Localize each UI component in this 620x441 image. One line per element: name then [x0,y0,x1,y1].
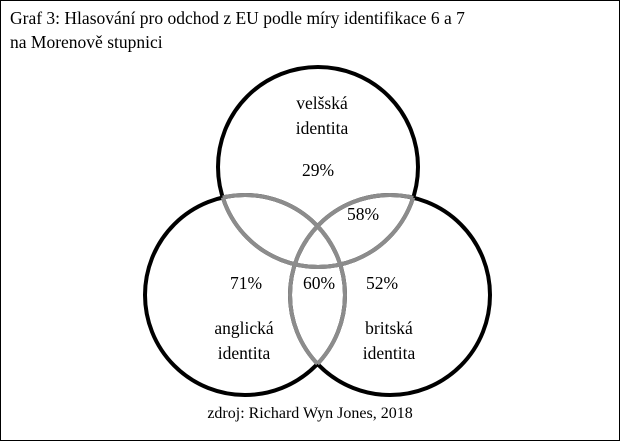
source-caption: zdroj: Richard Wyn Jones, 2018 [207,405,413,422]
british-label-line-1: britská [365,318,413,338]
overlap-outline-arcs [216,193,420,395]
british-arc-inside-english [288,195,345,395]
welsh-label-line-2: identita [296,118,349,138]
english-label-line-1: anglická [214,318,274,338]
english-arc-inside-british [290,195,347,395]
welsh-label-line-1: velšská [296,93,348,113]
british-label-line-2: identita [363,343,416,363]
title-line-2: na Morenově stupnici [10,32,163,52]
welsh-value: 29% [302,160,334,180]
title-line-1: Graf 3: Hlasování pro odchod z EU podle … [10,8,465,28]
english-value: 71% [230,273,262,293]
british-arc-inside-welsh [288,193,418,267]
english-british-overlap-value: 60% [303,273,335,293]
english-arc-inside-welsh [218,193,347,267]
welsh-arc-inside-british [290,195,420,269]
figure-title: Graf 3: Hlasování pro odchod z EU podle … [10,6,612,54]
british-value: 52% [366,273,398,293]
english-label-line-2: identita [218,343,271,363]
welsh-british-overlap-value: 58% [347,204,379,224]
